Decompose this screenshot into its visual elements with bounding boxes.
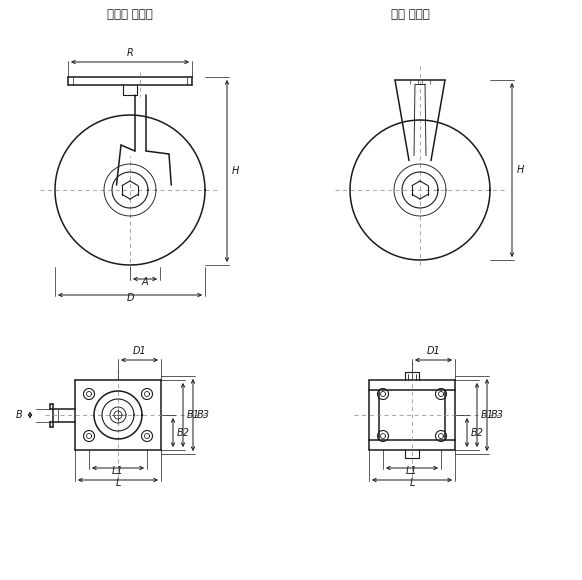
Text: 스위벨 캐스터: 스위벨 캐스터 [107, 8, 153, 21]
Text: A: A [141, 277, 148, 287]
Text: H: H [232, 166, 239, 176]
Text: D1: D1 [133, 346, 147, 356]
Text: L1: L1 [406, 466, 418, 476]
Text: B: B [16, 410, 23, 420]
Text: B2: B2 [471, 427, 484, 437]
Text: L: L [409, 478, 415, 488]
Text: 고정 캐스터: 고정 캐스터 [391, 8, 430, 21]
Text: B1: B1 [481, 410, 494, 420]
Text: R: R [127, 48, 133, 58]
Text: B3: B3 [197, 410, 210, 420]
Text: D: D [126, 293, 134, 303]
Text: H: H [517, 165, 524, 175]
Text: L1: L1 [112, 466, 124, 476]
Text: D1: D1 [427, 346, 441, 356]
Text: B3: B3 [491, 410, 504, 420]
Text: B1: B1 [187, 410, 200, 420]
Text: B2: B2 [177, 427, 190, 437]
Text: L: L [115, 478, 120, 488]
